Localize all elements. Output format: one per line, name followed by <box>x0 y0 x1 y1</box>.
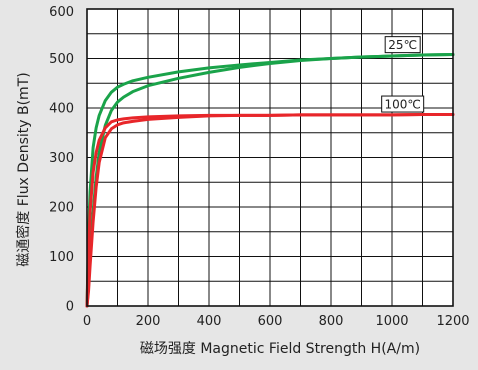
plot-frame <box>86 8 454 307</box>
x-tick-label: 200 <box>136 314 161 329</box>
series-line-4 <box>85 112 455 308</box>
x-tick-label: 1200 <box>436 314 469 329</box>
legend-box <box>384 36 421 54</box>
y-tick-label: 300 <box>49 151 74 166</box>
x-tick-label: 400 <box>197 314 222 329</box>
y-tick-label: 600 <box>49 5 74 20</box>
tick-labels: 0 200 400 600 800 1000 1200 0 100 200 300 400 500 600 <box>49 5 469 329</box>
y-tick-label: 500 <box>49 52 74 67</box>
legend-label: 100℃ <box>384 98 420 112</box>
x-tick-label: 800 <box>319 314 344 329</box>
grid-lines <box>87 9 453 306</box>
y-tick-label: 100 <box>49 250 74 265</box>
legend-box <box>381 95 425 113</box>
y-tick-label: 200 <box>49 201 74 216</box>
x-axis-title: 磁场强度 Magnetic Field Strength H(A/m) <box>140 341 420 357</box>
legend-item-2: 100℃ <box>381 95 425 113</box>
legend-item-1: 25℃ <box>384 36 421 54</box>
x-tick-label: 600 <box>258 314 283 329</box>
y-tick-label: 400 <box>49 102 74 117</box>
x-tick-label: 0 <box>83 314 91 329</box>
x-tick-label: 1000 <box>375 314 408 329</box>
legend: 25℃ 100℃ <box>381 36 425 113</box>
y-tick-label: 0 <box>66 300 74 315</box>
series-lines <box>85 53 455 308</box>
legend-label: 25℃ <box>388 38 417 52</box>
y-axis-title: 磁通密度 Flux Density B(mT) <box>15 72 32 266</box>
